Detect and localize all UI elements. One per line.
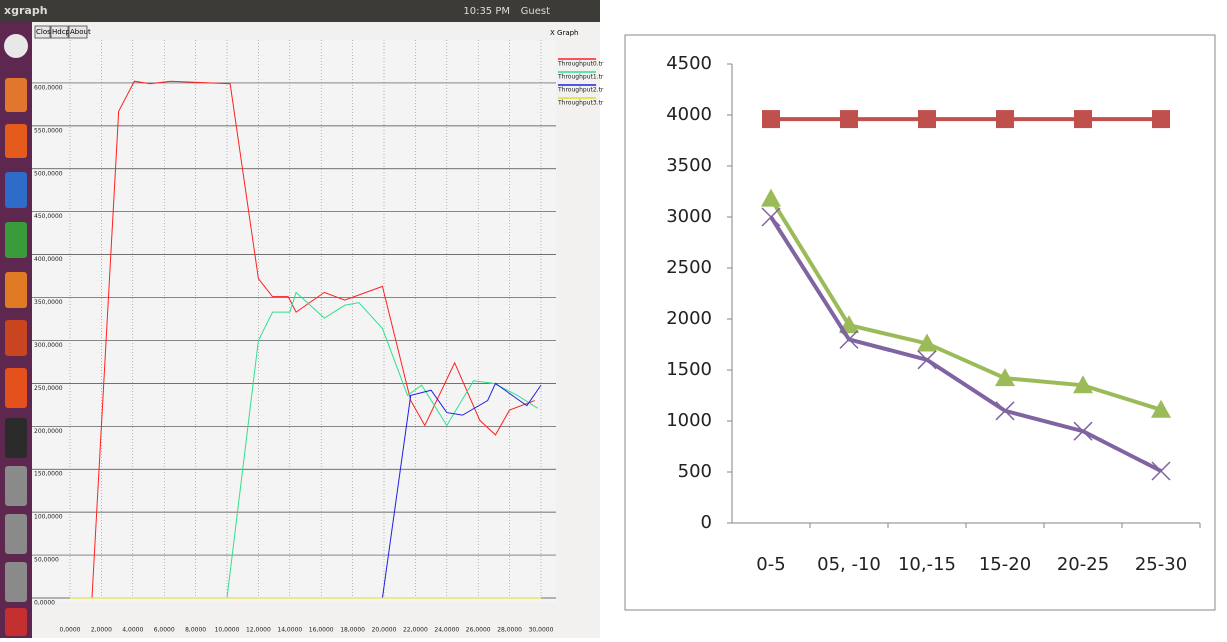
y-tick-label: 500,0000 — [34, 170, 63, 177]
y-tick-label: 400,0000 — [34, 256, 63, 263]
marker — [996, 110, 1014, 128]
x-tick-label: 18,0000 — [340, 627, 365, 634]
x-tick-label: 20-25 — [1057, 554, 1109, 575]
x-tick-label: 0,0000 — [60, 627, 81, 634]
page: {"window": {"app_title": "xgraph", "cloc… — [0, 0, 1227, 638]
legend-label: Throughput2.tr — [557, 87, 604, 94]
firefox-icon[interactable] — [5, 124, 27, 158]
user-menu[interactable]: Guest — [521, 6, 550, 17]
unknown-icon[interactable] — [5, 466, 27, 506]
launcher-icons — [4, 34, 28, 636]
marker — [840, 110, 858, 128]
x-tick-label: 24,0000 — [434, 627, 459, 634]
y-tick-label: 350,0000 — [34, 299, 63, 306]
x-tick-label: 4,0000 — [122, 627, 143, 634]
button-label[interactable]: About — [70, 28, 91, 36]
y-tick-label: 4000 — [666, 104, 712, 125]
y-tick-label: 0,0000 — [34, 600, 55, 607]
dash-icon[interactable] — [4, 34, 28, 58]
x-tick-label: 8,0000 — [185, 627, 206, 634]
y-tick-label: 100,0000 — [34, 514, 63, 521]
app-title: xgraph — [4, 4, 48, 17]
x-tick-label: 10,0000 — [215, 627, 240, 634]
plot-area — [32, 40, 556, 602]
x-tick-label: 14,0000 — [277, 627, 302, 634]
marker — [1074, 110, 1092, 128]
writer-icon[interactable] — [5, 172, 27, 208]
marker — [1152, 110, 1170, 128]
legend-label: Throughput3.tr — [557, 100, 604, 107]
terminal-icon[interactable] — [5, 418, 27, 458]
x-tick-label: 22,0000 — [403, 627, 428, 634]
files-icon[interactable] — [5, 78, 27, 112]
top-bar — [0, 0, 600, 22]
y-tick-label: 2000 — [666, 308, 712, 329]
x-tick-label: 12,0000 — [246, 627, 271, 634]
y-tick-label: 0 — [701, 512, 712, 533]
y-tick-label: 200,0000 — [34, 428, 63, 435]
y-tick-label: 4500 — [666, 53, 712, 74]
graph-title: X Graph — [550, 29, 579, 37]
y-tick-label: 1500 — [666, 359, 712, 380]
x-tick-label: 20,0000 — [372, 627, 397, 634]
x-tick-label: 28,0000 — [497, 627, 522, 634]
y-tick-label: 450,0000 — [34, 213, 63, 220]
screen: xgraph 10:35 PM Guest Close Hdcpy About … — [0, 0, 1227, 638]
x-tick-label: 10,-15 — [898, 554, 956, 575]
y-tick-label: 50,0000 — [34, 557, 59, 564]
x-tick-label: 6,0000 — [154, 627, 175, 634]
ubuntu-one-icon[interactable] — [5, 368, 27, 408]
x-tick-label: 15-20 — [979, 554, 1031, 575]
y-tick-label: 600,0000 — [34, 84, 63, 91]
y-tick-label: 500 — [678, 461, 712, 482]
unknown-icon[interactable] — [5, 562, 27, 602]
y-tick-label: 300,0000 — [34, 342, 63, 349]
calc-icon[interactable] — [5, 222, 27, 258]
x-tick-label: 26,0000 — [466, 627, 491, 634]
y-tick-label: 550,0000 — [34, 127, 63, 134]
y-tick-label: 2500 — [666, 257, 712, 278]
y-tick-label: 250,0000 — [34, 385, 63, 392]
x-tick-label: 05, -10 — [817, 554, 881, 575]
x-tick-label: 2,0000 — [91, 627, 112, 634]
y-tick-label: 150,0000 — [34, 471, 63, 478]
legend-label: Throughput0.tr — [557, 61, 604, 68]
x-tick-label: 25-30 — [1135, 554, 1187, 575]
legend-label: Throughput1.tr — [557, 74, 604, 81]
clock[interactable]: 10:35 PM — [463, 6, 510, 17]
y-tick-label: 1000 — [666, 410, 712, 431]
impress-icon[interactable] — [5, 272, 27, 308]
x-tick-label: 30,0000 — [529, 627, 554, 634]
x-tick-label: 16,0000 — [309, 627, 334, 634]
y-tick-label: 3500 — [666, 155, 712, 176]
trash-icon[interactable] — [5, 608, 27, 636]
marker — [762, 110, 780, 128]
y-tick-label: 3000 — [666, 206, 712, 227]
unknown-icon[interactable] — [5, 514, 27, 554]
x-tick-label: 0-5 — [756, 554, 785, 575]
software-icon[interactable] — [5, 320, 27, 356]
marker — [918, 110, 936, 128]
